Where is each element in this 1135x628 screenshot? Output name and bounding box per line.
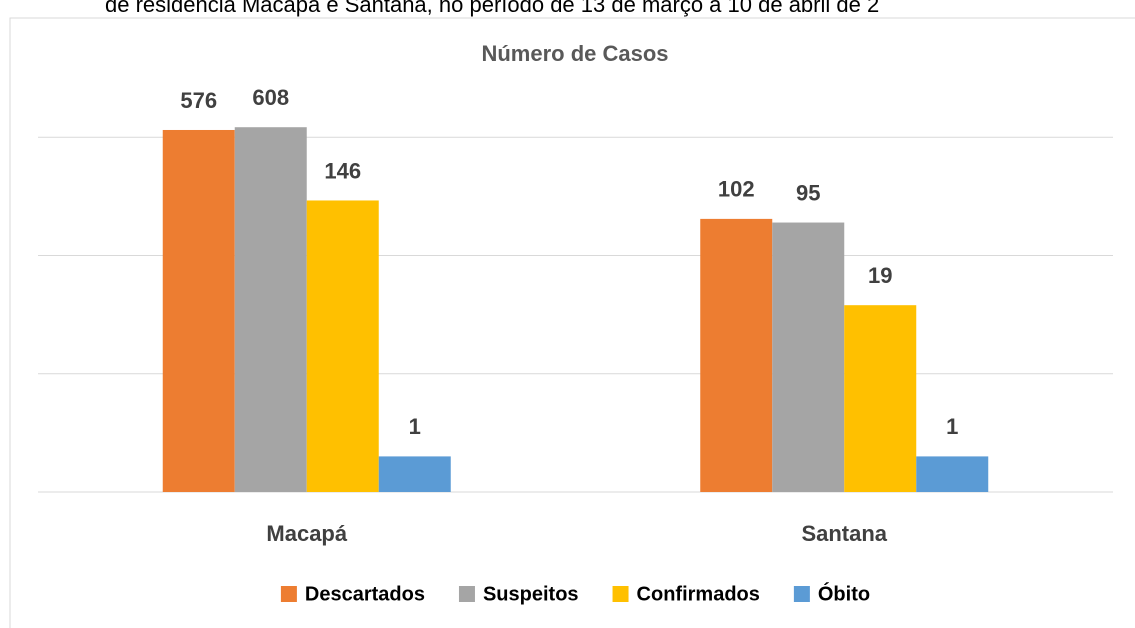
bar bbox=[234, 127, 307, 492]
legend-swatch bbox=[612, 586, 629, 602]
bar bbox=[916, 456, 989, 492]
legend-swatch bbox=[793, 586, 810, 602]
data-label: 146 bbox=[324, 158, 361, 183]
data-label: 608 bbox=[252, 85, 289, 110]
data-label: 95 bbox=[796, 180, 820, 205]
data-label: 1 bbox=[409, 414, 421, 439]
legend-swatch bbox=[280, 586, 297, 602]
bar bbox=[162, 129, 235, 492]
x-tick-label: Macapá bbox=[266, 521, 347, 546]
bar bbox=[378, 456, 451, 492]
chart-title: Número de Casos bbox=[481, 41, 668, 66]
data-label: 1 bbox=[946, 414, 958, 439]
legend-label: Confirmados bbox=[637, 583, 760, 605]
legend-swatch bbox=[458, 586, 475, 602]
bar bbox=[844, 305, 917, 492]
data-label: 19 bbox=[868, 263, 892, 288]
caption: de residência Macapá e Santana, no perío… bbox=[105, 0, 879, 17]
legend-label: Suspeitos bbox=[483, 583, 579, 605]
legend-label: Descartados bbox=[305, 583, 425, 605]
bar bbox=[772, 222, 845, 492]
bar bbox=[306, 200, 379, 492]
x-tick-label: Santana bbox=[801, 521, 887, 546]
bar bbox=[700, 218, 773, 492]
data-label: 102 bbox=[718, 177, 755, 202]
legend-label: Óbito bbox=[818, 581, 870, 605]
data-label: 576 bbox=[180, 88, 217, 113]
